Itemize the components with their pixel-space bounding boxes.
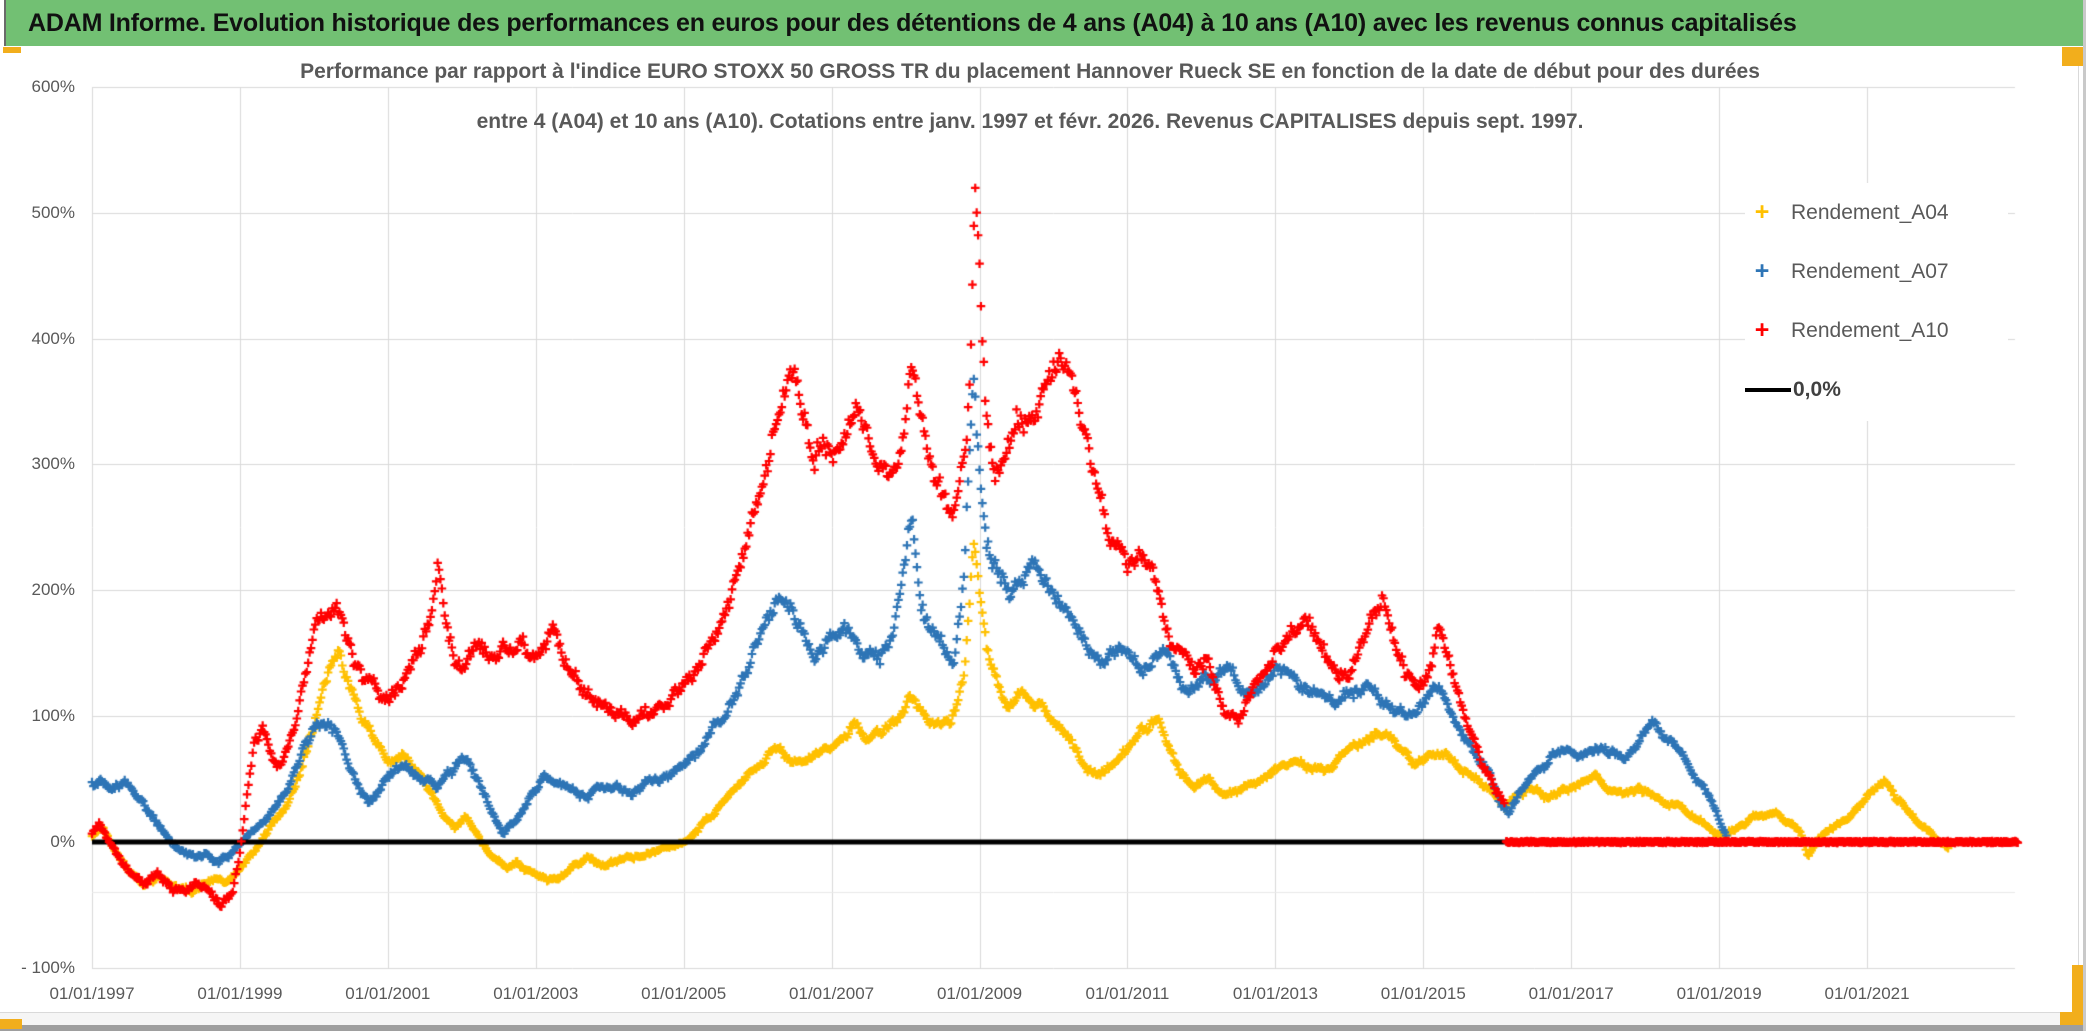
legend-line-marker-icon (1745, 387, 1791, 392)
chart-title[interactable]: Performance par rapport à l'indice EURO … (0, 47, 2060, 147)
legend-plus-marker-icon: + (1754, 198, 1770, 226)
page-title: ADAM Informe. Evolution historique des p… (28, 8, 1797, 37)
selection-handle-right[interactable] (2072, 965, 2086, 1013)
selection-handle-bottom-right[interactable] (2060, 1012, 2086, 1025)
window-right-edge (2083, 0, 2086, 1031)
selection-handle-top-right[interactable] (2062, 47, 2083, 66)
x-tick-label: 01/01/2005 (641, 984, 727, 1003)
y-tick-label: - 100% (21, 957, 75, 977)
selection-handle-top-left[interactable] (3, 47, 21, 53)
x-tick-label: 01/01/2003 (493, 984, 579, 1003)
legend-item[interactable]: + Rendement_A04 (1745, 183, 2008, 242)
chart-legend[interactable]: + Rendement_A04 + Rendement_A07 + Rendement_A… (1745, 183, 2008, 421)
x-tick-label: 01/01/1999 (197, 984, 283, 1003)
legend-item[interactable]: + Rendement_A10 (1745, 301, 2008, 360)
x-tick-label: 01/01/2007 (789, 984, 875, 1003)
y-tick-label: 500% (31, 202, 75, 222)
legend-item-label: Rendement_A10 (1791, 318, 1949, 342)
chart-frame-border (2078, 50, 2079, 1012)
scrollbar-accent-block[interactable] (0, 1019, 22, 1029)
chart-title-line2: entre 4 (A04) et 10 ans (A10). Cotations… (476, 110, 1584, 133)
x-tick-label: 01/01/2021 (1824, 984, 1910, 1003)
y-tick-label: 0% (50, 832, 75, 851)
y-tick-label: 300% (31, 454, 75, 474)
chart-title-line1: Performance par rapport à l'indice EURO … (300, 60, 1760, 83)
legend-plus-marker-icon: + (1754, 257, 1770, 285)
y-tick-label: 600% (31, 76, 75, 96)
x-tick-label: 01/01/2011 (1085, 984, 1170, 1003)
window-bottom-edge (0, 1025, 2086, 1031)
legend-item-label: 0,0% (1793, 377, 1841, 401)
horizontal-scrollbar-track[interactable] (0, 1013, 2086, 1025)
x-tick-label: 01/01/2013 (1232, 984, 1318, 1003)
legend-item-label: Rendement_A07 (1791, 259, 1949, 283)
x-tick-label: 01/01/2009 (936, 984, 1023, 1003)
legend-item-label: Rendement_A04 (1791, 200, 1949, 224)
x-tick-label: 01/01/1997 (49, 984, 135, 1003)
legend-item[interactable]: + Rendement_A07 (1745, 242, 2008, 301)
x-tick-label: 01/01/2019 (1676, 984, 1762, 1003)
y-tick-label: 200% (31, 580, 75, 600)
legend-plus-marker-icon: + (1754, 316, 1770, 344)
legend-item[interactable]: 0,0% (1745, 360, 2008, 419)
chart-area-bottom-border (0, 1012, 2078, 1013)
x-tick-label: 01/01/2015 (1380, 984, 1466, 1003)
y-tick-label: 400% (31, 328, 75, 348)
x-tick-label: 01/01/2017 (1528, 984, 1614, 1003)
x-tick-label: 01/01/2001 (345, 984, 431, 1003)
sheet-header-row: ADAM Informe. Evolution historique des p… (4, 0, 2085, 46)
y-tick-label: 100% (31, 706, 75, 726)
